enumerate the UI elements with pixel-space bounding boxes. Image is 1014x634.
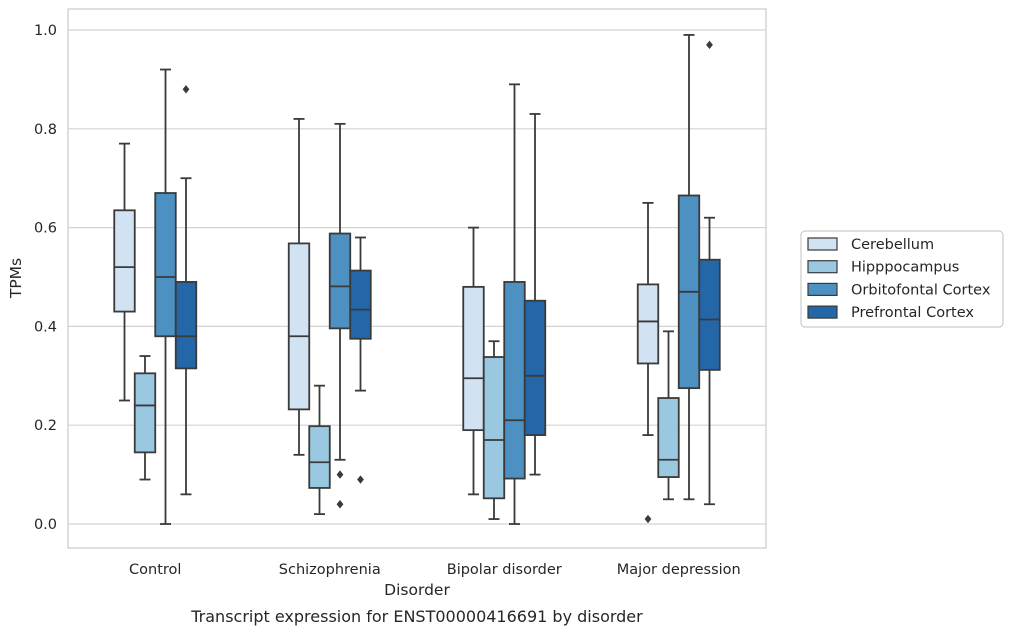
- box-iqr: [503, 281, 526, 480]
- box-iqr: [698, 258, 721, 371]
- box-iqr: [174, 281, 198, 370]
- box-prefrontal-cortex: [349, 236, 372, 484]
- x-tick-label: Major depression: [617, 562, 741, 578]
- box-orbitofontal-cortex: [154, 68, 177, 525]
- y-tick-label: 0.6: [34, 221, 57, 237]
- x-axis-ticks: Control Schizophrenia Bipolar disorder Majo…: [129, 562, 741, 578]
- plot-frame: [67, 8, 767, 549]
- box-hipppocampus: [657, 330, 680, 501]
- x-axis-label: Disorder: [384, 581, 450, 599]
- box-iqr: [657, 397, 680, 478]
- box-cerebellum: [287, 118, 311, 456]
- outlier-point: [336, 470, 344, 479]
- box-hipppocampus: [308, 384, 331, 516]
- outlier-point: [706, 40, 713, 50]
- y-tick-label: 0.8: [34, 122, 57, 138]
- x-tick-label: Bipolar disorder: [447, 562, 562, 578]
- chart-caption: Transcript expression for ENST0000041669…: [190, 607, 643, 626]
- outlier-point: [182, 85, 190, 94]
- legend: Cerebellum Hipppocampus Orbitofontal Corte…: [800, 230, 1004, 328]
- box-iqr: [154, 192, 177, 338]
- y-tick-label: 0.4: [34, 319, 57, 335]
- box-prefrontal-cortex: [174, 85, 198, 496]
- box-iqr: [636, 283, 660, 365]
- x-tick-label: Schizophrenia: [279, 562, 381, 578]
- box-iqr: [349, 269, 372, 340]
- outlier-point: [336, 500, 344, 509]
- box-prefrontal-cortex: [523, 113, 547, 476]
- box-iqr: [308, 425, 331, 489]
- box-prefrontal-cortex: [698, 40, 721, 506]
- box-iqr: [482, 356, 506, 500]
- legend-swatch: [807, 237, 838, 251]
- box-orbitofontal-cortex: [503, 83, 526, 525]
- y-tick-label: 1.0: [34, 23, 57, 39]
- box-iqr: [287, 242, 311, 411]
- box-iqr: [462, 285, 485, 432]
- legend-label: Cerebellum: [851, 237, 934, 253]
- box-hipppocampus: [133, 355, 157, 481]
- box-cerebellum: [113, 142, 136, 402]
- box-orbitofontal-cortex: [328, 122, 352, 509]
- box-iqr: [328, 232, 352, 330]
- legend-swatch: [807, 260, 838, 274]
- y-tick-label: 0.0: [34, 517, 57, 533]
- legend-swatch: [807, 282, 838, 296]
- box-cerebellum: [462, 226, 485, 496]
- y-tick-label: 0.2: [34, 418, 57, 434]
- legend-swatch: [807, 305, 838, 319]
- y-axis-ticks: 0.0 0.2 0.4 0.6 0.8 1.0: [34, 23, 57, 533]
- legend-frame: [800, 230, 1004, 328]
- legend-label: Hipppocampus: [851, 260, 959, 276]
- box-iqr: [523, 299, 547, 436]
- box-cerebellum: [636, 201, 660, 524]
- legend-label: Prefrontal Cortex: [851, 305, 974, 321]
- legend-label: Orbitofontal Cortex: [851, 282, 991, 298]
- outlier-point: [357, 475, 364, 484]
- plot-marks: [113, 34, 721, 525]
- x-tick-label: Control: [129, 562, 181, 578]
- box-orbitofontal-cortex: [677, 34, 701, 501]
- box-hipppocampus: [482, 340, 506, 520]
- box-iqr: [133, 372, 157, 454]
- y-axis-label: TPMs: [7, 258, 25, 299]
- box-iqr: [113, 209, 136, 313]
- outlier-point: [644, 514, 652, 524]
